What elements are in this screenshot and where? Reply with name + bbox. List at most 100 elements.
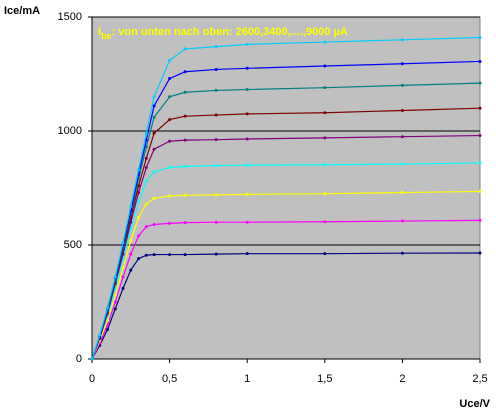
point	[183, 193, 187, 197]
x-tick-label: 1,5	[317, 373, 332, 385]
point	[400, 62, 404, 66]
point	[168, 221, 172, 225]
point	[245, 112, 249, 116]
point	[478, 59, 482, 63]
point	[400, 191, 404, 195]
series-line	[91, 190, 481, 360]
point	[152, 147, 156, 151]
series-line	[91, 219, 481, 360]
point	[214, 138, 218, 142]
point	[400, 251, 404, 255]
point	[152, 196, 156, 200]
point	[137, 257, 141, 261]
point	[183, 114, 187, 118]
point	[168, 253, 172, 257]
point	[478, 251, 482, 255]
point	[137, 184, 141, 188]
x-tick-label: 1	[244, 373, 250, 385]
point	[245, 42, 249, 46]
point	[214, 88, 218, 92]
point	[152, 95, 156, 99]
point	[478, 134, 482, 138]
point	[478, 106, 482, 110]
point	[214, 113, 218, 117]
point	[168, 77, 172, 81]
point	[113, 300, 117, 304]
point	[245, 66, 249, 70]
point	[323, 252, 327, 256]
point	[144, 156, 148, 160]
point	[400, 135, 404, 139]
point	[245, 88, 249, 92]
point	[129, 238, 133, 242]
point	[323, 86, 327, 90]
point	[168, 194, 172, 198]
point	[152, 131, 156, 135]
point	[214, 220, 218, 224]
point	[323, 163, 327, 167]
point	[152, 253, 156, 257]
point	[245, 192, 249, 196]
point	[245, 252, 249, 256]
point	[183, 138, 187, 142]
annotation-sub: be	[101, 31, 112, 41]
x-tick-label: 0	[89, 373, 95, 385]
point	[144, 179, 148, 183]
x-tick-label: 0,5	[162, 373, 177, 385]
point	[214, 193, 218, 197]
point	[129, 252, 133, 256]
point	[90, 357, 94, 361]
point	[478, 189, 482, 193]
point	[137, 216, 141, 220]
point	[106, 306, 110, 310]
point	[168, 58, 172, 62]
point	[183, 164, 187, 168]
point	[214, 45, 218, 49]
point	[152, 170, 156, 174]
x-tick-label: 2,5	[472, 373, 487, 385]
point	[183, 253, 187, 257]
point	[121, 275, 125, 279]
point	[129, 268, 133, 272]
point	[152, 115, 156, 119]
point	[137, 200, 141, 204]
point	[214, 164, 218, 168]
point	[183, 90, 187, 94]
point	[137, 168, 141, 172]
point	[400, 83, 404, 87]
point	[478, 81, 482, 85]
annotation: Ibe: von unten nach oben: 2600,3400,....…	[98, 26, 348, 41]
point	[113, 275, 117, 279]
series-line	[91, 162, 481, 360]
point	[144, 253, 148, 257]
point	[323, 220, 327, 224]
point	[137, 234, 141, 238]
point	[129, 227, 133, 231]
point	[144, 145, 148, 149]
y-tick-label: 1000	[58, 125, 82, 137]
point	[168, 139, 172, 143]
point	[245, 137, 249, 141]
point	[113, 307, 117, 311]
series-line	[91, 252, 481, 360]
point	[144, 165, 148, 169]
point	[183, 47, 187, 51]
point	[400, 162, 404, 166]
point	[121, 286, 125, 290]
point	[478, 161, 482, 165]
point	[183, 221, 187, 225]
point	[152, 104, 156, 108]
plot-area	[91, 16, 481, 360]
y-tick-label: 500	[64, 239, 82, 251]
point	[168, 118, 172, 122]
point	[214, 252, 218, 256]
point	[400, 38, 404, 42]
y-tick-label: 1500	[58, 11, 82, 23]
x-tick-label: 2	[399, 373, 405, 385]
point	[323, 136, 327, 140]
point	[168, 165, 172, 169]
point	[106, 327, 110, 331]
annotation-main: I	[98, 26, 101, 38]
point	[168, 95, 172, 99]
point	[478, 218, 482, 222]
